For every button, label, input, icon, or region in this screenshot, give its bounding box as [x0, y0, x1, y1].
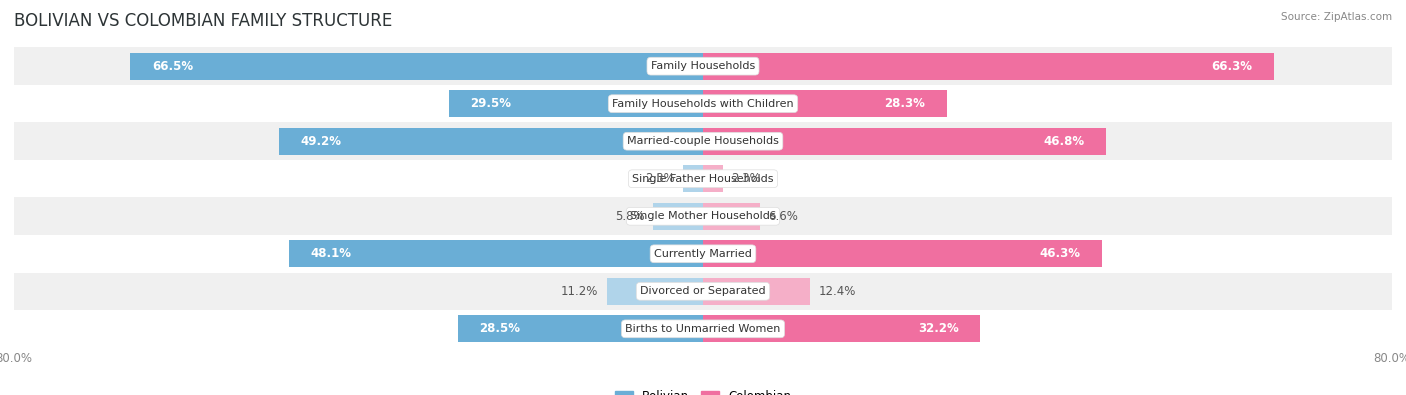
- Text: 66.3%: 66.3%: [1212, 60, 1253, 73]
- Text: 66.5%: 66.5%: [152, 60, 193, 73]
- Text: Single Father Households: Single Father Households: [633, 174, 773, 184]
- Text: 11.2%: 11.2%: [561, 285, 598, 298]
- Text: 46.8%: 46.8%: [1043, 135, 1084, 148]
- Bar: [288, 240, 703, 267]
- Bar: [14, 122, 1392, 160]
- Text: Family Households: Family Households: [651, 61, 755, 71]
- Bar: [703, 53, 1274, 80]
- Bar: [457, 315, 703, 342]
- Text: Single Mother Households: Single Mother Households: [630, 211, 776, 221]
- Bar: [131, 53, 703, 80]
- Text: 28.5%: 28.5%: [479, 322, 520, 335]
- Bar: [703, 90, 946, 117]
- Bar: [14, 160, 1392, 198]
- Text: 12.4%: 12.4%: [818, 285, 856, 298]
- Bar: [14, 198, 1392, 235]
- Bar: [14, 273, 1392, 310]
- Text: 48.1%: 48.1%: [311, 247, 352, 260]
- Text: Married-couple Households: Married-couple Households: [627, 136, 779, 146]
- Text: Divorced or Separated: Divorced or Separated: [640, 286, 766, 296]
- Text: 5.8%: 5.8%: [614, 210, 644, 223]
- Text: BOLIVIAN VS COLOMBIAN FAMILY STRUCTURE: BOLIVIAN VS COLOMBIAN FAMILY STRUCTURE: [14, 12, 392, 30]
- Legend: Bolivian, Colombian: Bolivian, Colombian: [610, 385, 796, 395]
- Text: 46.3%: 46.3%: [1039, 247, 1080, 260]
- Bar: [703, 240, 1102, 267]
- Bar: [14, 310, 1392, 348]
- Bar: [703, 128, 1107, 155]
- Text: 2.3%: 2.3%: [645, 172, 675, 185]
- Text: 32.2%: 32.2%: [918, 322, 959, 335]
- Text: Family Households with Children: Family Households with Children: [612, 99, 794, 109]
- Bar: [703, 315, 980, 342]
- Bar: [683, 165, 703, 192]
- Bar: [703, 278, 810, 305]
- Text: Currently Married: Currently Married: [654, 249, 752, 259]
- Text: 2.3%: 2.3%: [731, 172, 761, 185]
- Bar: [14, 47, 1392, 85]
- Text: 29.5%: 29.5%: [471, 97, 512, 110]
- Bar: [14, 85, 1392, 122]
- Text: Births to Unmarried Women: Births to Unmarried Women: [626, 324, 780, 334]
- Bar: [606, 278, 703, 305]
- Text: 49.2%: 49.2%: [301, 135, 342, 148]
- Bar: [280, 128, 703, 155]
- Bar: [449, 90, 703, 117]
- Text: 28.3%: 28.3%: [884, 97, 925, 110]
- Bar: [703, 203, 759, 230]
- Text: Source: ZipAtlas.com: Source: ZipAtlas.com: [1281, 12, 1392, 22]
- Bar: [652, 203, 703, 230]
- Bar: [703, 165, 723, 192]
- Text: 6.6%: 6.6%: [769, 210, 799, 223]
- Bar: [14, 235, 1392, 273]
